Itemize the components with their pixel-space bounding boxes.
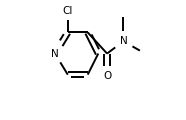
Text: O: O — [103, 71, 111, 81]
Text: N: N — [51, 49, 59, 59]
Text: Cl: Cl — [63, 6, 73, 16]
Text: N: N — [120, 36, 127, 46]
